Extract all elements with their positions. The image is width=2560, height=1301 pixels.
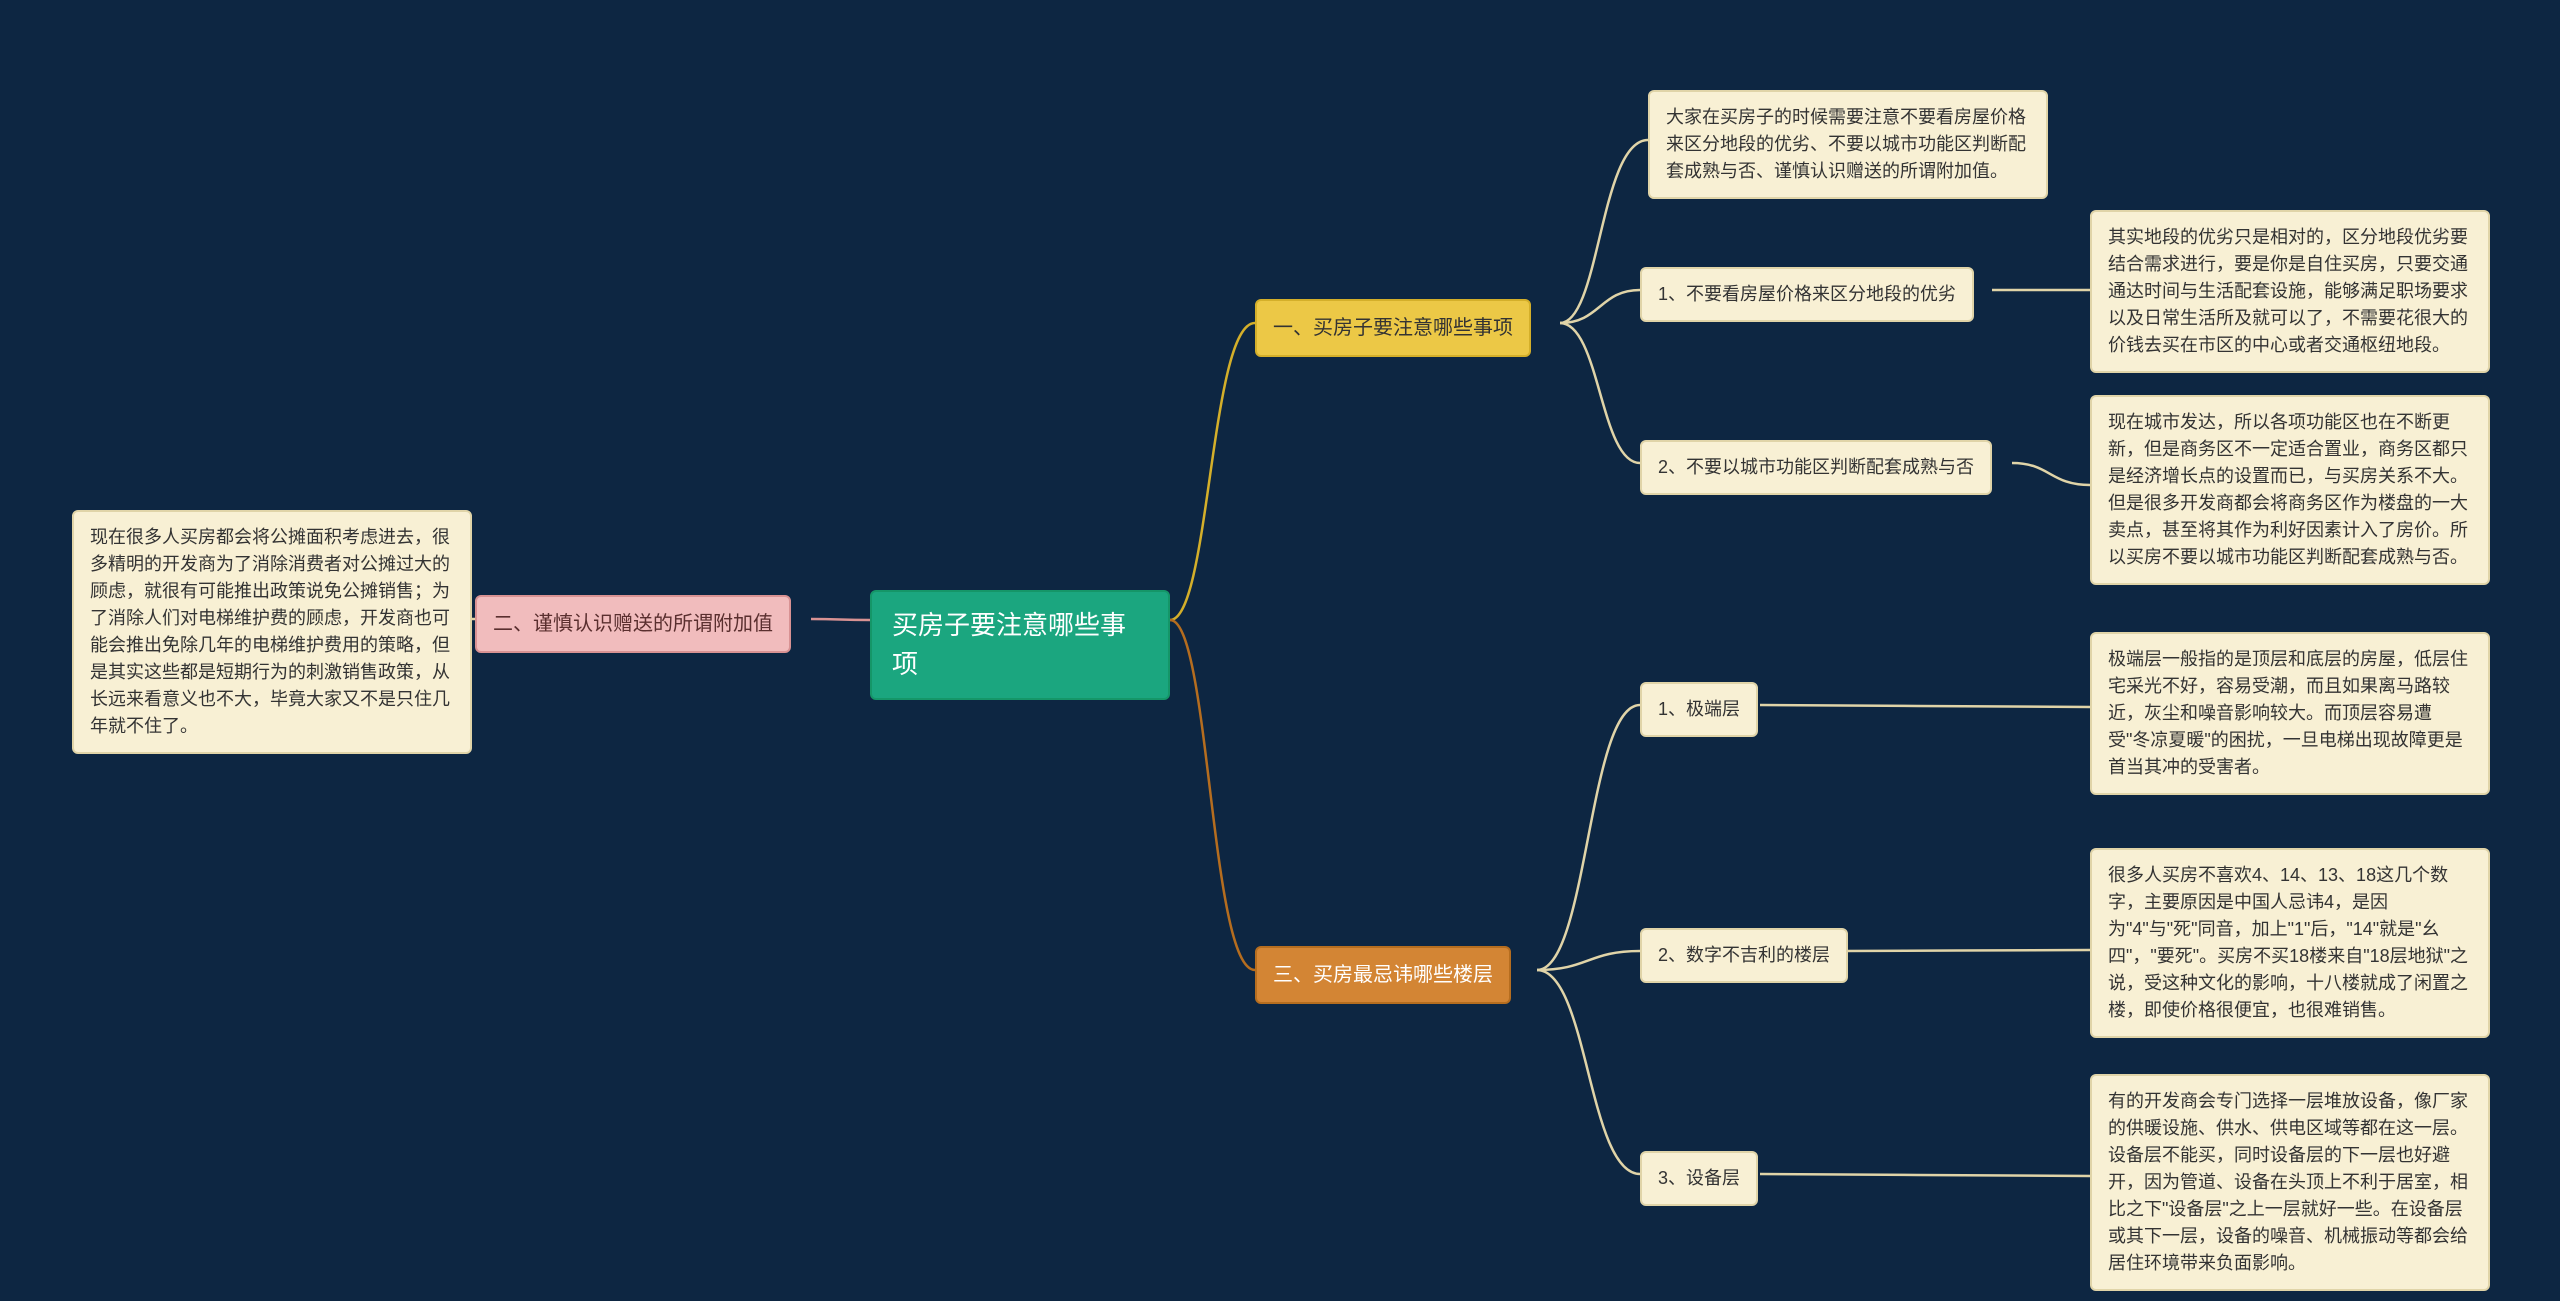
subnode-3-1[interactable]: 1、极端层: [1640, 682, 1758, 737]
subnode-1-2[interactable]: 2、不要以城市功能区判断配套成熟与否: [1640, 440, 1992, 495]
subnode-3-3[interactable]: 3、设备层: [1640, 1151, 1758, 1206]
root-node[interactable]: 买房子要注意哪些事项: [870, 590, 1170, 700]
leaf-3-3[interactable]: 有的开发商会专门选择一层堆放设备，像厂家的供暖设施、供水、供电区域等都在这一层。…: [2090, 1074, 2490, 1291]
leaf-1-1[interactable]: 其实地段的优劣只是相对的，区分地段优劣要结合需求进行，要是你是自住买房，只要交通…: [2090, 210, 2490, 373]
branch-3[interactable]: 三、买房最忌讳哪些楼层: [1255, 946, 1511, 1004]
subnode-1-1[interactable]: 1、不要看房屋价格来区分地段的优劣: [1640, 267, 1974, 322]
branch-1[interactable]: 一、买房子要注意哪些事项: [1255, 299, 1531, 357]
leaf-2-1[interactable]: 现在很多人买房都会将公摊面积考虑进去，很多精明的开发商为了消除消费者对公摊过大的…: [72, 510, 472, 754]
branch-2[interactable]: 二、谨慎认识赠送的所谓附加值: [475, 595, 791, 653]
leaf-3-2[interactable]: 很多人买房不喜欢4、14、13、18这几个数字，主要原因是中国人忌讳4，是因为"…: [2090, 848, 2490, 1038]
leaf-3-1[interactable]: 极端层一般指的是顶层和底层的房屋，低层住宅采光不好，容易受潮，而且如果离马路较近…: [2090, 632, 2490, 795]
leaf-1-2[interactable]: 现在城市发达，所以各项功能区也在不断更新，但是商务区不一定适合置业，商务区都只是…: [2090, 395, 2490, 585]
leaf-1-0[interactable]: 大家在买房子的时候需要注意不要看房屋价格来区分地段的优劣、不要以城市功能区判断配…: [1648, 90, 2048, 199]
subnode-3-2[interactable]: 2、数字不吉利的楼层: [1640, 928, 1848, 983]
